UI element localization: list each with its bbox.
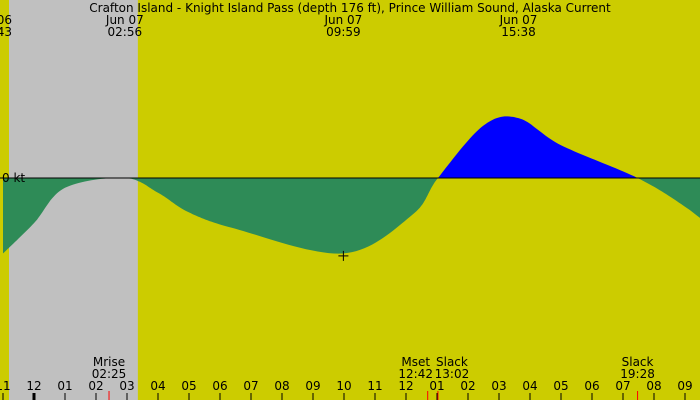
x-tick-label: 05 <box>181 379 196 393</box>
flood-area <box>3 116 700 178</box>
bottom-event-time: 19:28 <box>620 367 655 381</box>
zero-axis-label: 0 kt <box>2 171 25 185</box>
x-tick-label: 04 <box>150 379 165 393</box>
top-event-date: Jun 07 <box>323 13 362 27</box>
x-tick-label: 08 <box>274 379 289 393</box>
x-tick-label: 10 <box>336 379 351 393</box>
bottom-event-label: Mrise <box>93 355 125 369</box>
x-axis: 11 12 01 02 03 04 05 06 07 08 09 10 11 12 01 02 03 04 05 06… <box>0 379 693 400</box>
top-event-time: 43 <box>0 25 12 39</box>
ebb-area <box>3 178 700 254</box>
x-tick-label: 12 <box>398 379 413 393</box>
x-tick-label: 11 <box>0 379 11 393</box>
top-event-time: 09:59 <box>326 25 361 39</box>
x-tick-label: 09 <box>305 379 320 393</box>
x-tick-label: 06 <box>584 379 599 393</box>
bottom-event-time: 12:42 <box>398 367 433 381</box>
chart-title: Crafton Island - Knight Island Pass (dep… <box>89 1 611 15</box>
bottom-event-label: Slack <box>622 355 654 369</box>
x-tick-label: 11 <box>367 379 382 393</box>
top-event-time: 15:38 <box>501 25 536 39</box>
x-tick-label: 07 <box>615 379 630 393</box>
x-tick-label: 08 <box>646 379 661 393</box>
x-tick-label: 01 <box>429 379 444 393</box>
current-area-layer <box>3 116 700 254</box>
x-tick-label: 06 <box>212 379 227 393</box>
bottom-event-label: Mset <box>401 355 430 369</box>
x-tick-label: 01 <box>57 379 72 393</box>
x-tick-label: 03 <box>491 379 506 393</box>
x-tick-label: 12 <box>26 379 41 393</box>
x-tick-label: 02 <box>460 379 475 393</box>
x-tick-label: 09 <box>677 379 692 393</box>
x-tick-label: 07 <box>243 379 258 393</box>
top-event-time: 02:56 <box>108 25 143 39</box>
x-tick-label: 03 <box>119 379 134 393</box>
x-tick-label: 04 <box>522 379 537 393</box>
top-event-date: Jun 07 <box>105 13 144 27</box>
top-event-date: 06 <box>0 13 12 27</box>
x-tick-label: 02 <box>88 379 103 393</box>
x-tick-label: 05 <box>553 379 568 393</box>
bottom-event-time: 02:25 <box>92 367 127 381</box>
bottom-event-time: 13:02 <box>435 367 470 381</box>
crosshair-marker <box>338 250 349 261</box>
bottom-event-label: Slack <box>436 355 468 369</box>
top-event-date: Jun 07 <box>499 13 538 27</box>
